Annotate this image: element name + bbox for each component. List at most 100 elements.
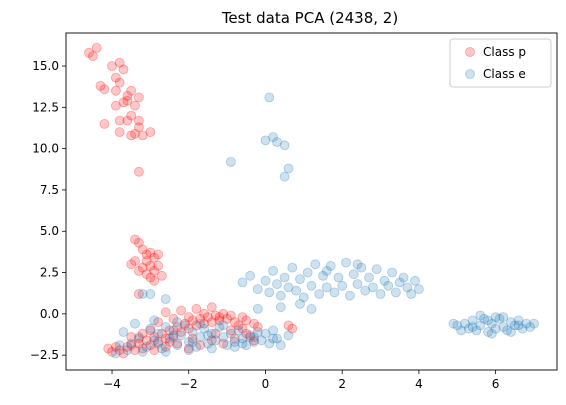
data-point <box>283 282 294 293</box>
data-point <box>475 310 486 321</box>
data-point <box>130 256 140 266</box>
data-point <box>494 313 505 324</box>
x-tick-label: −4 <box>103 377 121 391</box>
data-point <box>176 327 187 337</box>
data-point <box>187 327 198 337</box>
data-point <box>283 330 294 341</box>
data-point <box>448 318 459 329</box>
data-point <box>145 127 156 138</box>
data-point <box>225 328 236 339</box>
data-point <box>206 302 217 313</box>
data-point <box>133 115 144 126</box>
data-point <box>133 289 144 299</box>
data-point <box>245 270 256 281</box>
data-point <box>498 312 509 323</box>
data-point <box>225 310 236 321</box>
data-point <box>145 323 156 334</box>
data-point <box>160 322 171 332</box>
data-point <box>490 323 501 334</box>
data-point <box>467 322 478 332</box>
data-point <box>252 303 263 314</box>
data-point <box>195 332 206 342</box>
data-point <box>525 322 535 332</box>
data-point <box>168 330 179 341</box>
data-point <box>218 338 229 349</box>
data-point <box>245 332 256 342</box>
data-point <box>133 92 144 103</box>
data-point <box>302 267 313 278</box>
series-class-e <box>111 92 539 359</box>
data-point <box>111 85 121 96</box>
legend: Class p Class e <box>449 38 552 88</box>
data-point <box>122 95 133 106</box>
data-point <box>156 270 167 281</box>
data-point <box>241 328 252 339</box>
data-point <box>160 307 171 318</box>
data-point <box>122 90 133 101</box>
data-point <box>521 318 532 329</box>
y-tick-label: 15.0 <box>32 59 59 73</box>
data-point <box>283 163 294 174</box>
data-point <box>490 312 501 323</box>
data-point <box>452 320 463 331</box>
data-point <box>149 252 160 263</box>
data-point <box>183 343 194 354</box>
data-point <box>141 269 152 280</box>
data-point <box>210 335 221 346</box>
data-point <box>168 332 179 342</box>
data-point <box>390 287 401 298</box>
data-point <box>111 72 121 83</box>
data-point <box>137 328 148 339</box>
data-point <box>111 348 121 359</box>
data-point <box>126 259 137 270</box>
data-point <box>279 272 290 283</box>
data-point <box>130 100 140 111</box>
points-layer <box>84 43 539 359</box>
data-point <box>122 345 133 356</box>
data-point <box>199 323 210 334</box>
data-point <box>260 135 271 146</box>
data-point <box>99 84 110 95</box>
data-point <box>137 130 148 141</box>
data-point <box>187 336 198 347</box>
data-point <box>249 336 259 347</box>
data-point <box>306 303 317 314</box>
data-point <box>191 320 202 331</box>
data-point <box>364 272 374 283</box>
data-point <box>506 317 516 328</box>
data-point <box>237 312 248 323</box>
data-point <box>114 345 125 356</box>
x-tick-label: 0 <box>262 377 270 391</box>
data-point <box>206 317 217 328</box>
data-point <box>206 343 217 354</box>
data-point <box>133 265 144 276</box>
data-point <box>179 318 190 329</box>
data-point <box>371 264 382 275</box>
data-point <box>498 322 509 332</box>
data-point <box>252 322 263 332</box>
data-point <box>352 259 363 270</box>
x-tick-label: −2 <box>180 377 198 391</box>
y-tick-label: 0.0 <box>40 307 59 321</box>
data-point <box>153 260 164 271</box>
data-point <box>218 332 229 342</box>
data-point <box>344 290 355 301</box>
data-point <box>222 313 233 324</box>
data-point <box>272 279 282 290</box>
data-point <box>130 318 140 329</box>
data-point <box>529 318 539 329</box>
data-point <box>145 247 156 258</box>
data-point <box>149 315 160 326</box>
data-point <box>325 260 336 271</box>
data-point <box>245 330 256 341</box>
data-point <box>114 57 125 68</box>
data-point <box>272 137 282 147</box>
data-point <box>306 280 317 291</box>
data-point <box>337 280 348 291</box>
data-point <box>114 115 125 126</box>
data-point <box>268 325 279 336</box>
data-point <box>126 110 137 121</box>
data-point <box>164 325 175 336</box>
data-point <box>237 338 248 349</box>
data-point <box>118 64 129 75</box>
